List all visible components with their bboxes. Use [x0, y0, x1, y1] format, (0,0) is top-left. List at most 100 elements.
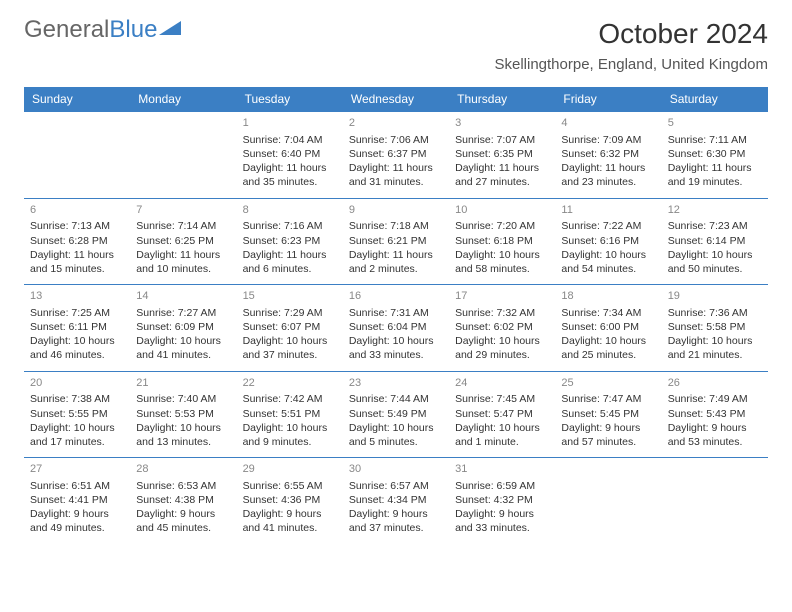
daylight-text: and 37 minutes. — [243, 348, 337, 362]
sunset-text: Sunset: 6:14 PM — [668, 234, 762, 248]
daylight-text: Daylight: 9 hours — [349, 507, 443, 521]
day-cell: 29Sunrise: 6:55 AMSunset: 4:36 PMDayligh… — [237, 458, 343, 544]
day-header: Wednesday — [343, 87, 449, 112]
day-number: 28 — [136, 462, 230, 477]
day-number: 14 — [136, 289, 230, 304]
daylight-text: Daylight: 11 hours — [136, 248, 230, 262]
daylight-text: Daylight: 10 hours — [243, 334, 337, 348]
calendar-table: Sunday Monday Tuesday Wednesday Thursday… — [24, 87, 768, 544]
daylight-text: Daylight: 9 hours — [455, 507, 549, 521]
sunset-text: Sunset: 5:45 PM — [561, 407, 655, 421]
daylight-text: and 54 minutes. — [561, 262, 655, 276]
day-header: Thursday — [449, 87, 555, 112]
day-number: 1 — [243, 116, 337, 131]
day-number: 13 — [30, 289, 124, 304]
sunrise-text: Sunrise: 7:38 AM — [30, 392, 124, 406]
day-cell: 19Sunrise: 7:36 AMSunset: 5:58 PMDayligh… — [662, 285, 768, 372]
daylight-text: and 23 minutes. — [561, 175, 655, 189]
daylight-text: Daylight: 11 hours — [455, 161, 549, 175]
daylight-text: and 33 minutes. — [455, 521, 549, 535]
sunrise-text: Sunrise: 7:07 AM — [455, 133, 549, 147]
day-number: 31 — [455, 462, 549, 477]
day-cell: 8Sunrise: 7:16 AMSunset: 6:23 PMDaylight… — [237, 198, 343, 285]
sunrise-text: Sunrise: 6:59 AM — [455, 479, 549, 493]
day-cell: 23Sunrise: 7:44 AMSunset: 5:49 PMDayligh… — [343, 371, 449, 458]
daylight-text: Daylight: 10 hours — [30, 334, 124, 348]
day-header: Sunday — [24, 87, 130, 112]
sunrise-text: Sunrise: 6:57 AM — [349, 479, 443, 493]
title-block: October 2024 Skellingthorpe, England, Un… — [494, 18, 768, 73]
daylight-text: and 25 minutes. — [561, 348, 655, 362]
sunset-text: Sunset: 6:16 PM — [561, 234, 655, 248]
sunset-text: Sunset: 6:25 PM — [136, 234, 230, 248]
sunset-text: Sunset: 4:41 PM — [30, 493, 124, 507]
sunrise-text: Sunrise: 6:55 AM — [243, 479, 337, 493]
day-cell: 18Sunrise: 7:34 AMSunset: 6:00 PMDayligh… — [555, 285, 661, 372]
sunrise-text: Sunrise: 7:31 AM — [349, 306, 443, 320]
day-number: 22 — [243, 376, 337, 391]
daylight-text: and 2 minutes. — [349, 262, 443, 276]
sunrise-text: Sunrise: 7:34 AM — [561, 306, 655, 320]
daylight-text: and 27 minutes. — [455, 175, 549, 189]
sunrise-text: Sunrise: 7:16 AM — [243, 219, 337, 233]
daylight-text: and 53 minutes. — [668, 435, 762, 449]
day-header: Tuesday — [237, 87, 343, 112]
sunset-text: Sunset: 6:40 PM — [243, 147, 337, 161]
daylight-text: and 41 minutes. — [136, 348, 230, 362]
sunrise-text: Sunrise: 7:11 AM — [668, 133, 762, 147]
daylight-text: Daylight: 10 hours — [349, 421, 443, 435]
day-cell: 10Sunrise: 7:20 AMSunset: 6:18 PMDayligh… — [449, 198, 555, 285]
daylight-text: and 50 minutes. — [668, 262, 762, 276]
day-number: 9 — [349, 203, 443, 218]
daylight-text: Daylight: 10 hours — [668, 248, 762, 262]
logo-triangle-icon — [159, 21, 181, 39]
daylight-text: Daylight: 11 hours — [668, 161, 762, 175]
daylight-text: and 41 minutes. — [243, 521, 337, 535]
daylight-text: and 37 minutes. — [349, 521, 443, 535]
day-header-row: Sunday Monday Tuesday Wednesday Thursday… — [24, 87, 768, 112]
daylight-text: Daylight: 11 hours — [30, 248, 124, 262]
sunset-text: Sunset: 6:32 PM — [561, 147, 655, 161]
daylight-text: Daylight: 9 hours — [243, 507, 337, 521]
week-row: 27Sunrise: 6:51 AMSunset: 4:41 PMDayligh… — [24, 458, 768, 544]
sunset-text: Sunset: 5:53 PM — [136, 407, 230, 421]
day-number: 27 — [30, 462, 124, 477]
sunset-text: Sunset: 4:34 PM — [349, 493, 443, 507]
day-cell: 2Sunrise: 7:06 AMSunset: 6:37 PMDaylight… — [343, 112, 449, 199]
daylight-text: and 57 minutes. — [561, 435, 655, 449]
sunrise-text: Sunrise: 7:29 AM — [243, 306, 337, 320]
day-cell: 11Sunrise: 7:22 AMSunset: 6:16 PMDayligh… — [555, 198, 661, 285]
week-row: 6Sunrise: 7:13 AMSunset: 6:28 PMDaylight… — [24, 198, 768, 285]
sunrise-text: Sunrise: 7:42 AM — [243, 392, 337, 406]
sunset-text: Sunset: 5:49 PM — [349, 407, 443, 421]
daylight-text: Daylight: 10 hours — [136, 334, 230, 348]
day-number: 8 — [243, 203, 337, 218]
sunset-text: Sunset: 5:51 PM — [243, 407, 337, 421]
sunrise-text: Sunrise: 7:49 AM — [668, 392, 762, 406]
day-cell: 13Sunrise: 7:25 AMSunset: 6:11 PMDayligh… — [24, 285, 130, 372]
day-number: 21 — [136, 376, 230, 391]
day-cell: 15Sunrise: 7:29 AMSunset: 6:07 PMDayligh… — [237, 285, 343, 372]
sunrise-text: Sunrise: 7:04 AM — [243, 133, 337, 147]
sunrise-text: Sunrise: 7:32 AM — [455, 306, 549, 320]
sunset-text: Sunset: 5:55 PM — [30, 407, 124, 421]
day-cell: 25Sunrise: 7:47 AMSunset: 5:45 PMDayligh… — [555, 371, 661, 458]
day-number: 30 — [349, 462, 443, 477]
daylight-text: and 49 minutes. — [30, 521, 124, 535]
sunrise-text: Sunrise: 7:20 AM — [455, 219, 549, 233]
week-row: 1 Sunrise: 7:04 AMSunset: 6:40 PM Daylight… — [24, 112, 768, 199]
daylight-text: and 45 minutes. — [136, 521, 230, 535]
sunset-text: Sunset: 5:58 PM — [668, 320, 762, 334]
daylight-text: and 9 minutes. — [243, 435, 337, 449]
day-number: 5 — [668, 116, 762, 131]
day-cell: 9Sunrise: 7:18 AMSunset: 6:21 PMDaylight… — [343, 198, 449, 285]
daylight-text: and 46 minutes. — [30, 348, 124, 362]
sunrise-text: Sunrise: 7:45 AM — [455, 392, 549, 406]
month-title: October 2024 — [494, 18, 768, 50]
daylight-text: and 1 minute. — [455, 435, 549, 449]
day-number: 12 — [668, 203, 762, 218]
sunset-text: Sunset: 6:23 PM — [243, 234, 337, 248]
sunrise-text: Sunrise: 7:13 AM — [30, 219, 124, 233]
daylight-text: and 15 minutes. — [30, 262, 124, 276]
daylight-text: Daylight: 10 hours — [243, 421, 337, 435]
